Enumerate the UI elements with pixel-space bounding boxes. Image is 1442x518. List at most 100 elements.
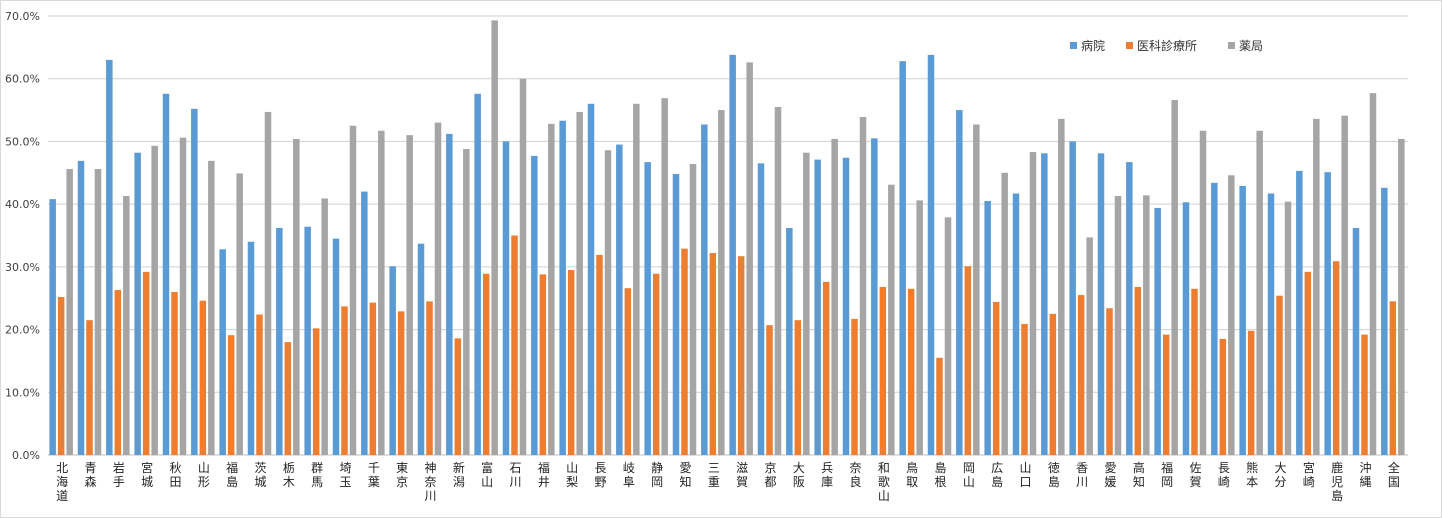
bar-clinic [1191, 288, 1198, 455]
bar-pharmacy [1029, 152, 1037, 455]
x-tick-label: 三重 [708, 461, 720, 489]
bar-clinic [114, 290, 122, 455]
bar-hospital [786, 227, 793, 455]
bar-clinic [1304, 271, 1312, 455]
x-tick-label: 茨城 [254, 461, 266, 489]
bar-hospital [644, 162, 651, 456]
x-tick-label: 福岡 [1161, 460, 1173, 489]
bar-pharmacy [576, 111, 583, 456]
bar-clinic [879, 286, 887, 455]
bar-clinic [1361, 334, 1368, 455]
bar-pharmacy [916, 200, 923, 455]
bar-clinic [539, 274, 547, 455]
legend-label: 医科診療所 [1137, 38, 1197, 53]
x-tick-label: 熊本 [1246, 460, 1258, 489]
bar-pharmacy [1171, 100, 1178, 455]
x-tick-label: 京都 [764, 461, 776, 489]
x-tick-label: 群馬 [311, 461, 323, 489]
bar-pharmacy [1256, 130, 1263, 455]
y-tick-label: 20.0% [5, 324, 40, 337]
x-tick-label: 広島 [991, 461, 1003, 489]
bar-hospital [1097, 153, 1105, 455]
x-tick-label: 福島 [226, 460, 238, 489]
bar-clinic [1332, 261, 1340, 455]
bar-pharmacy [1398, 138, 1405, 456]
legend-label: 病院 [1081, 38, 1105, 53]
bar-clinic [766, 325, 773, 455]
y-axis-ticks: 0.0% 10.0% 20.0% 30.0% 40.0% 50.0% 60.0% 70.0% [5, 10, 40, 462]
bar-pharmacy [1199, 130, 1207, 455]
x-tick-label: 長野 [594, 461, 606, 489]
x-tick-label: 栃木 [283, 461, 295, 489]
bar-clinic [1162, 334, 1170, 455]
bar-hospital [531, 155, 538, 456]
gridlines [48, 15, 1408, 456]
x-tick-label: 鹿児島 [1331, 460, 1343, 503]
bar-hospital [927, 54, 935, 455]
bar-pharmacy [973, 124, 980, 455]
bar-clinic [1021, 323, 1028, 455]
bar-clinic [936, 357, 943, 455]
bar-clinic [851, 318, 858, 455]
bar-clinic [737, 256, 745, 455]
bar-hospital [1069, 141, 1076, 455]
bar-pharmacy [406, 135, 413, 455]
y-tick-label: 40.0% [5, 198, 40, 211]
bar-hospital [247, 241, 255, 455]
x-tick-label: 鳥取 [906, 460, 918, 489]
legend-swatch [1228, 42, 1235, 49]
bar-clinic [681, 248, 688, 455]
x-tick-label: 大分 [1274, 461, 1286, 489]
bar-pharmacy [1114, 195, 1122, 456]
bar-hospital [276, 227, 283, 455]
bar-pharmacy [179, 137, 187, 455]
bar-clinic [482, 273, 490, 455]
bar-hospital [1324, 172, 1331, 455]
bar-clinic [511, 235, 518, 455]
legend-label: 薬局 [1239, 39, 1263, 53]
bar-pharmacy [94, 169, 102, 455]
x-tick-label: 山梨 [566, 461, 578, 489]
bar-hospital [729, 54, 736, 455]
bar-hospital [332, 238, 340, 455]
bar-hospital [559, 120, 566, 456]
bar-hospital [162, 93, 170, 455]
bar-pharmacy [803, 152, 810, 455]
bar-clinic [709, 253, 717, 455]
x-tick-label: 島根 [934, 460, 946, 489]
x-tick-label: 岐阜 [623, 461, 635, 489]
bar-pharmacy [1058, 118, 1065, 455]
bar-hospital [984, 201, 991, 455]
x-tick-label: 宮城 [141, 460, 153, 489]
x-tick-label: 徳島 [1048, 460, 1060, 489]
bar-clinic [1134, 286, 1142, 455]
bar-hospital [1012, 193, 1020, 455]
bar-hospital [219, 249, 226, 455]
bar-clinic [86, 320, 93, 455]
bar-hospital [1154, 207, 1161, 455]
x-tick-label: 石川 [509, 461, 521, 489]
x-tick-label: 秋田 [169, 461, 181, 489]
bar-pharmacy [434, 122, 442, 455]
bar-hospital [502, 141, 510, 455]
bar-pharmacy [151, 145, 158, 455]
bar-pharmacy [463, 148, 470, 455]
x-tick-label: 岩手 [113, 460, 125, 489]
bar-pharmacy [633, 103, 640, 456]
bar-pharmacy [1341, 115, 1348, 456]
bar-clinic [426, 301, 433, 455]
x-tick-label: 山口 [1019, 461, 1031, 489]
bar-clinic [1106, 308, 1113, 455]
bar-clinic [256, 314, 263, 455]
bar-pharmacy [746, 62, 753, 456]
bar-clinic [1077, 295, 1085, 455]
bars [49, 20, 1405, 456]
bar-hospital [474, 93, 481, 455]
bar-pharmacy [888, 184, 895, 456]
bar-pharmacy [378, 130, 385, 455]
bar-clinic [199, 300, 207, 455]
bar-hospital [1381, 187, 1388, 455]
